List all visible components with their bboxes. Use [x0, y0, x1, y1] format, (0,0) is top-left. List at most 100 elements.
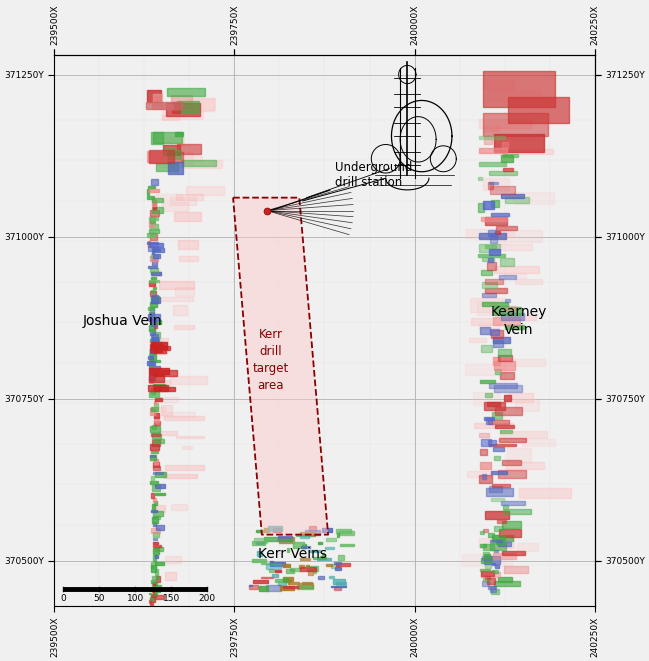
Bar [484, 554, 490, 558]
Bar [483, 71, 555, 107]
Bar [503, 154, 518, 157]
Bar [517, 543, 538, 551]
Bar [152, 337, 158, 343]
Bar [493, 550, 498, 553]
Bar [502, 551, 525, 555]
Bar [151, 603, 153, 605]
Bar [480, 449, 487, 455]
Bar [283, 564, 290, 566]
Bar [150, 234, 156, 241]
Bar [278, 539, 292, 541]
Bar [322, 553, 324, 558]
Bar [488, 440, 496, 446]
Bar [290, 568, 300, 571]
Bar [336, 529, 351, 533]
Bar [482, 474, 486, 479]
Bar [163, 148, 176, 155]
Bar [480, 327, 491, 334]
Bar [500, 149, 553, 155]
Bar [488, 533, 495, 537]
Bar [164, 572, 176, 580]
Bar [491, 330, 503, 338]
Bar [482, 257, 494, 261]
Bar [481, 571, 494, 576]
Bar [149, 374, 155, 380]
Bar [506, 463, 544, 469]
Bar [463, 554, 512, 566]
Bar [147, 90, 162, 102]
Bar [498, 470, 526, 478]
Bar [174, 212, 201, 221]
Bar [154, 297, 193, 301]
Bar [488, 420, 509, 424]
Bar [177, 144, 201, 154]
Bar [501, 194, 524, 198]
Bar [484, 417, 495, 420]
Bar [154, 547, 163, 551]
Bar [147, 152, 183, 162]
Bar [483, 80, 514, 89]
Bar [150, 354, 156, 359]
Bar [482, 293, 496, 297]
Bar [150, 268, 158, 272]
Text: Joshua Vein: Joshua Vein [83, 314, 163, 328]
Bar [152, 434, 160, 439]
Bar [149, 368, 169, 374]
Bar [154, 421, 160, 425]
Bar [151, 342, 167, 349]
Bar [149, 344, 162, 352]
Bar [151, 346, 164, 349]
Bar [153, 510, 163, 516]
Bar [481, 270, 492, 275]
Bar [471, 318, 500, 325]
Bar [500, 258, 514, 266]
Bar [156, 163, 178, 171]
Bar [153, 471, 163, 474]
Bar [149, 220, 154, 227]
Bar [493, 484, 509, 487]
Bar [153, 462, 159, 467]
Bar [171, 98, 214, 111]
Bar [493, 357, 500, 365]
Polygon shape [233, 198, 328, 535]
Bar [156, 576, 160, 582]
Bar [150, 217, 154, 223]
Bar [152, 249, 154, 254]
Bar [151, 290, 155, 293]
Bar [507, 448, 531, 462]
Bar [481, 217, 507, 221]
Bar [150, 321, 161, 324]
Bar [495, 425, 515, 428]
Text: Kerr Veins: Kerr Veins [258, 547, 326, 561]
Bar [499, 529, 521, 537]
Bar [498, 541, 511, 546]
Bar [153, 249, 160, 251]
Bar [153, 588, 154, 591]
Bar [495, 231, 500, 234]
Bar [500, 430, 513, 433]
Bar [493, 535, 505, 539]
Bar [495, 565, 499, 568]
Bar [153, 498, 156, 502]
Bar [159, 431, 177, 435]
Bar [508, 393, 533, 402]
Bar [495, 407, 522, 415]
Bar [154, 413, 159, 418]
Bar [151, 434, 160, 436]
Bar [293, 542, 304, 548]
Bar [491, 498, 504, 500]
Text: 0: 0 [60, 594, 66, 603]
Bar [318, 542, 323, 544]
Bar [182, 161, 216, 166]
Bar [173, 305, 186, 315]
Bar [287, 548, 289, 552]
Bar [153, 555, 156, 561]
Bar [477, 301, 495, 315]
Bar [150, 339, 158, 342]
Bar [150, 368, 156, 373]
Bar [151, 297, 160, 299]
Bar [149, 217, 158, 219]
Bar [171, 102, 180, 113]
Bar [302, 544, 306, 548]
Bar [162, 114, 179, 120]
